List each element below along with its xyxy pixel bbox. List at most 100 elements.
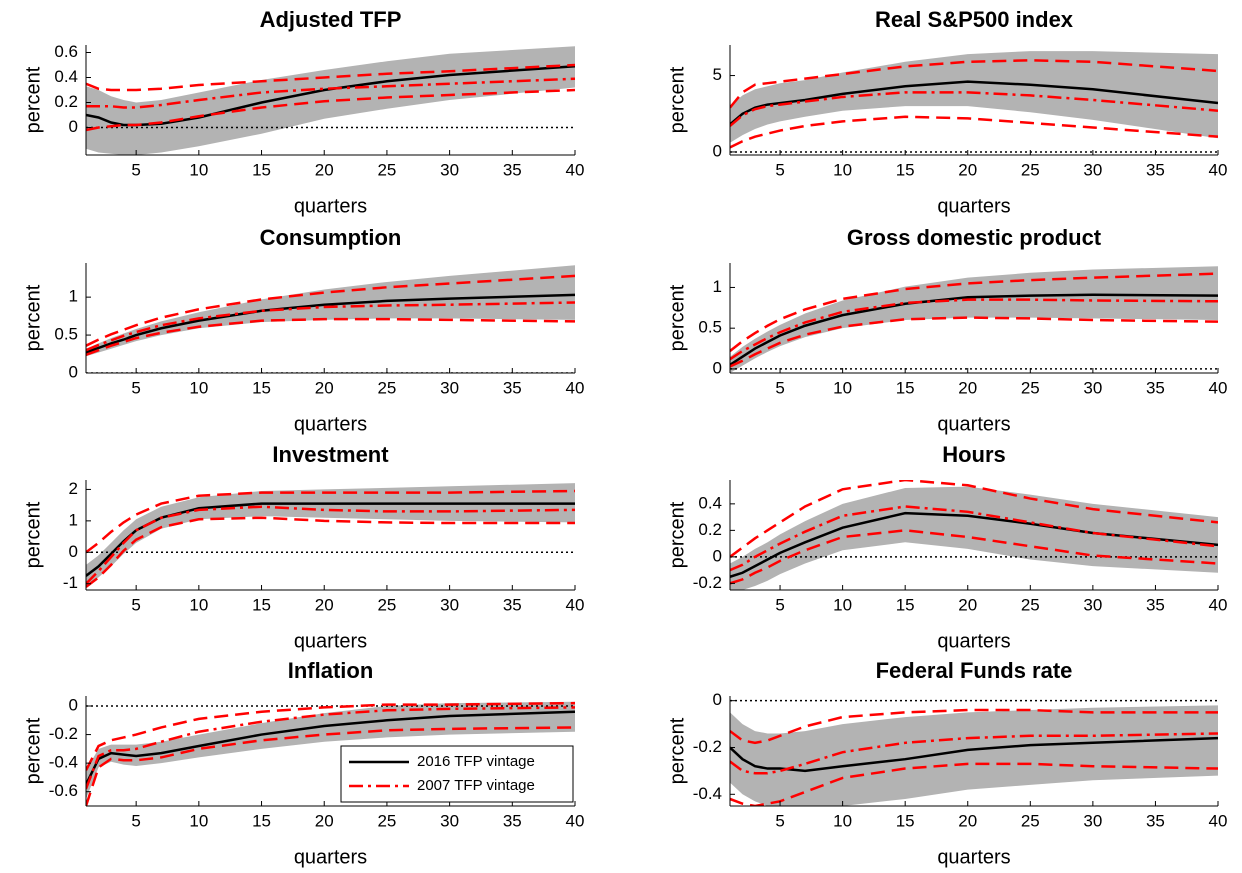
y-axis-label: percent xyxy=(22,66,44,133)
x-tick-label: 5 xyxy=(775,378,784,397)
confidence-band xyxy=(730,705,1218,806)
series-line xyxy=(730,529,1218,585)
subplot: 5 10 15 20 25 30 35 40 0 0.5 1 Gross domestic produ… xyxy=(666,225,1227,435)
x-tick-label: 30 xyxy=(1083,160,1102,179)
y-tick-label: -0.2 xyxy=(693,737,722,756)
x-tick-label: 35 xyxy=(1146,378,1165,397)
series-line xyxy=(86,293,575,354)
x-tick-label: 35 xyxy=(503,378,522,397)
x-tick-label: 5 xyxy=(775,160,784,179)
x-tick-label: 40 xyxy=(1209,811,1228,830)
series-line xyxy=(86,701,575,771)
x-tick-label: 35 xyxy=(1146,595,1165,614)
y-tick-label: 0 xyxy=(713,690,722,709)
y-tick-label: 0 xyxy=(713,546,722,565)
x-tick-label: 40 xyxy=(566,595,585,614)
x-tick-label: 15 xyxy=(896,378,915,397)
x-tick-label: 10 xyxy=(833,811,852,830)
subplot: 5 10 15 20 25 30 35 40 0 0.2 0.4 0.6 Adjusted TFP qua… xyxy=(22,7,584,217)
y-tick-label: 2 xyxy=(69,479,78,498)
confidence-band xyxy=(86,46,575,155)
y-tick-label: -0.6 xyxy=(49,781,78,800)
x-tick-label: 30 xyxy=(440,378,459,397)
x-axis-label: quarters xyxy=(294,413,367,435)
x-tick-label: 35 xyxy=(503,811,522,830)
x-tick-label: 15 xyxy=(252,378,271,397)
x-tick-label: 30 xyxy=(1083,378,1102,397)
x-tick-label: 25 xyxy=(1021,811,1040,830)
y-tick-label: 0 xyxy=(69,117,78,136)
subplot-title: Inflation xyxy=(288,658,374,683)
series-line xyxy=(86,505,575,585)
subplot-title: Investment xyxy=(272,442,389,467)
y-axis-label: percent xyxy=(666,284,688,351)
x-tick-label: 5 xyxy=(775,811,784,830)
confidence-band xyxy=(86,483,575,587)
y-tick-label: -0.2 xyxy=(693,573,722,592)
x-tick-label: 35 xyxy=(1146,160,1165,179)
x-tick-label: 20 xyxy=(315,811,334,830)
x-tick-label: 15 xyxy=(252,811,271,830)
plot-area xyxy=(86,46,575,155)
y-tick-label: 5 xyxy=(713,65,722,84)
x-tick-label: 25 xyxy=(1021,160,1040,179)
y-axis-label: percent xyxy=(666,66,688,133)
y-tick-label: 0 xyxy=(69,695,78,714)
x-tick-label: 25 xyxy=(377,595,396,614)
subplot-title: Federal Funds rate xyxy=(876,658,1073,683)
x-tick-label: 10 xyxy=(189,378,208,397)
y-tick-label: 0.4 xyxy=(54,67,78,86)
x-axis-label: quarters xyxy=(937,195,1010,217)
series-line xyxy=(86,317,575,356)
series-line xyxy=(730,480,1218,558)
x-tick-label: 40 xyxy=(1209,160,1228,179)
series-line xyxy=(730,316,1218,368)
y-axis-label: percent xyxy=(22,501,44,568)
x-tick-label: 40 xyxy=(566,811,585,830)
y-tick-label: 0.5 xyxy=(698,318,722,337)
y-tick-label: -0.4 xyxy=(49,753,78,772)
x-tick-label: 20 xyxy=(315,378,334,397)
x-tick-label: 10 xyxy=(189,811,208,830)
y-tick-label: 1 xyxy=(69,510,78,529)
x-tick-label: 35 xyxy=(503,595,522,614)
y-axis-label: percent xyxy=(22,284,44,351)
x-axis-label: quarters xyxy=(294,846,367,868)
x-tick-label: 25 xyxy=(1021,378,1040,397)
legend-box xyxy=(340,745,574,803)
y-tick-label: 0 xyxy=(69,362,78,381)
y-axis-label: percent xyxy=(22,717,44,784)
plot-area xyxy=(730,266,1218,373)
x-tick-label: 40 xyxy=(566,378,585,397)
subplot-title: Adjusted TFP xyxy=(260,7,402,32)
x-axis-label: quarters xyxy=(937,630,1010,652)
subplot: 5 10 15 20 25 30 35 40 -0.2 0 0.2 0.4 Hours quarters p… xyxy=(666,442,1227,652)
subplot: 5 10 15 20 25 30 35 40 0 0.5 1 Consumption quarters p… xyxy=(22,225,584,435)
series-line xyxy=(86,274,575,347)
subplot-title: Gross domestic product xyxy=(847,225,1102,250)
x-tick-label: 20 xyxy=(958,811,977,830)
x-tick-label: 30 xyxy=(440,160,459,179)
x-tick-label: 20 xyxy=(315,160,334,179)
series-line xyxy=(730,272,1218,352)
x-tick-label: 5 xyxy=(131,811,140,830)
series-line xyxy=(730,732,1218,775)
x-tick-label: 30 xyxy=(1083,811,1102,830)
subplot: 5 10 15 20 25 30 35 40 -0.6 -0.4 -0.2 0 Inflation qua… xyxy=(22,658,584,868)
x-tick-label: 30 xyxy=(440,595,459,614)
x-tick-label: 10 xyxy=(833,595,852,614)
series-line xyxy=(730,115,1218,149)
x-tick-label: 20 xyxy=(315,595,334,614)
series-line xyxy=(730,293,1218,366)
x-tick-label: 15 xyxy=(252,595,271,614)
x-axis-label: quarters xyxy=(937,413,1010,435)
x-tick-label: 30 xyxy=(1083,595,1102,614)
x-tick-label: 15 xyxy=(896,811,915,830)
x-tick-label: 20 xyxy=(958,378,977,397)
y-tick-label: 0 xyxy=(69,542,78,561)
x-tick-label: 15 xyxy=(896,160,915,179)
y-axis-label: percent xyxy=(666,717,688,784)
legend-label: 2007 TFP vintage xyxy=(417,777,535,794)
legend: 2016 TFP vintage 2007 TFP vintage xyxy=(340,745,574,803)
series-line xyxy=(730,736,1218,773)
